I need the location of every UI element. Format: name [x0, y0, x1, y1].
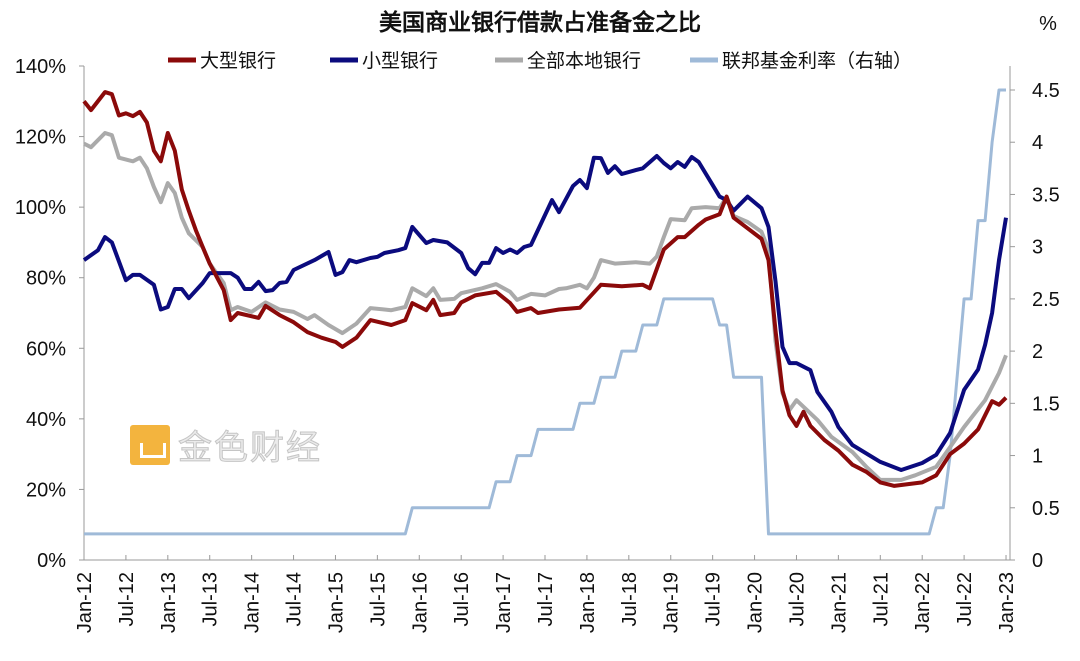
x-axis-tick-label: Jan-14: [242, 572, 264, 633]
right-axis-tick-label: 3.5: [1032, 184, 1060, 206]
legend-label: 小型银行: [362, 50, 438, 72]
left-axis-tick-label: 60%: [26, 338, 66, 360]
x-axis-tick-label: Jan-22: [912, 572, 934, 633]
chart-title: 美国商业银行借款占准备金之比: [379, 9, 701, 36]
x-axis-tick-label: Jan-18: [577, 572, 599, 633]
right-axis-tick-label: 2: [1032, 341, 1043, 363]
left-axis-tick-label: 120%: [15, 127, 66, 149]
series-line-2: [83, 131, 1008, 482]
legend-label: 全部本地银行: [527, 50, 641, 72]
x-axis-tick-label: Jan-21: [828, 572, 850, 633]
legend-item: 联邦基金利率（右轴）: [690, 50, 912, 72]
left-axis-tick-label: 140%: [15, 56, 66, 78]
right-axis-tick-label: 0: [1032, 550, 1043, 572]
watermark-logo-icon: [130, 424, 170, 465]
legend-label: 联邦基金利率（右轴）: [722, 50, 912, 72]
right-axis-tick-label: 1.5: [1032, 393, 1060, 415]
series-line-1: [82, 154, 1008, 472]
legend-label: 大型银行: [200, 50, 276, 72]
x-axis-tick-label: Jul-18: [619, 572, 641, 626]
x-axis-tick-label: Jul-21: [870, 572, 892, 626]
x-axis-tick-label: Jan-20: [745, 572, 767, 633]
x-axis-tick-label: Jan-12: [74, 572, 96, 633]
right-axis-tick-label: 2.5: [1032, 289, 1060, 311]
axes: 0% 20% 40% 60% 80% 100% 120% 140% 0 0.5 1 1.5 2 2.5 3 3…: [15, 56, 1060, 633]
right-axis-unit: %: [1039, 13, 1057, 35]
left-axis-tick-label: 0%: [37, 550, 66, 572]
left-axis-tick-label: 100%: [15, 197, 66, 219]
x-axis-tick-label: Jul-17: [535, 572, 557, 626]
x-axis-tick-label: Jan-15: [325, 572, 347, 633]
left-axis-tick-label: 80%: [26, 268, 66, 290]
series-line-0: [82, 90, 1008, 488]
left-axis-tick-label: 20%: [26, 479, 66, 501]
right-axis-tick-label: 4.5: [1032, 80, 1060, 102]
watermark-text: 金色财经: [178, 428, 322, 469]
x-axis-tick-label: Jul-19: [703, 572, 725, 626]
series-line-3: [84, 88, 1006, 536]
x-axis-tick-label: Jul-13: [200, 572, 222, 626]
x-axis-tick-label: Jan-23: [996, 572, 1018, 633]
x-axis-tick-label: Jul-15: [367, 572, 389, 626]
legend-item: 大型银行: [168, 50, 276, 72]
legend-item: 小型银行: [330, 50, 438, 72]
x-axis-tick-label: Jan-16: [409, 572, 431, 633]
legend-item: 全部本地银行: [495, 50, 641, 72]
x-axis-tick-label: Jul-20: [786, 572, 808, 626]
right-axis-tick-label: 3: [1032, 237, 1043, 259]
right-axis-tick-label: 0.5: [1032, 498, 1060, 520]
x-axis-tick-label: Jul-12: [116, 572, 138, 626]
x-axis-tick-label: Jul-22: [954, 572, 976, 626]
right-axis-tick-label: 1: [1032, 446, 1043, 468]
watermark-logo: 金色财经: [130, 420, 322, 469]
series-group: [82, 88, 1008, 536]
x-axis-tick-label: Jul-14: [284, 572, 306, 626]
left-axis-tick-label: 40%: [26, 409, 66, 431]
legend: 大型银行 小型银行 全部本地银行 联邦基金利率（右轴）: [168, 50, 912, 72]
right-axis-tick-label: 4: [1032, 132, 1043, 154]
x-axis-tick-label: Jan-17: [493, 572, 515, 633]
x-axis-tick-label: Jul-16: [451, 572, 473, 626]
x-axis-tick-label: Jan-13: [158, 572, 180, 633]
x-axis-tick-label: Jan-19: [661, 572, 683, 633]
